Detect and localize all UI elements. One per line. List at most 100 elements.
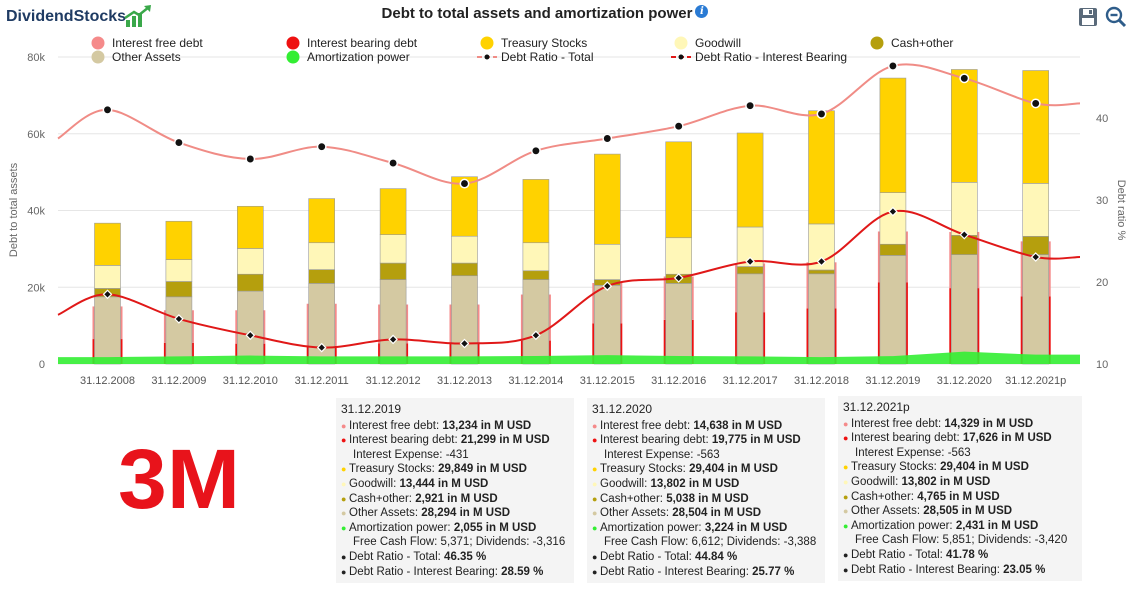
point-debt-ratio-total: [316, 141, 327, 152]
bar-cash-other: [736, 266, 764, 275]
tooltip-series-dot-icon: ●: [341, 522, 347, 533]
bar-treasury-stocks: [950, 69, 978, 183]
tooltip-row: ● Amortization power: 3,224 in M USD: [592, 521, 820, 536]
line-debt-ratio-interest-bearing: [57, 209, 1081, 349]
x-tick-label: 31.12.2012: [366, 375, 421, 387]
tooltip-series-dot-icon: ●: [592, 478, 598, 489]
x-tick-label: 31.12.2017: [723, 375, 778, 387]
tooltip-value: 4,765 in M USD: [917, 490, 1000, 503]
tooltip-label: Interest free debt:: [600, 419, 691, 432]
point-debt-ratio-interest-bearing: [531, 330, 541, 341]
bar-goodwill: [451, 235, 478, 264]
tooltip-series-dot-icon: ●: [843, 520, 849, 531]
tooltip-series-dot-icon: ●: [341, 478, 347, 489]
x-tick-label: 31.12.2021p: [1005, 375, 1066, 387]
legend-label: Interest bearing debt: [307, 36, 418, 50]
legend-label: Debt Ratio - Total: [501, 50, 594, 64]
bar-treasury-stocks: [237, 205, 264, 249]
legend-swatch: [91, 50, 105, 64]
tooltip-value: 28.59 %: [501, 565, 544, 578]
tooltip-series-dot-icon: ●: [341, 508, 347, 519]
bar-treasury-stocks: [593, 153, 621, 245]
point-debt-ratio-interest-bearing: [959, 229, 970, 240]
tooltip-series-dot-icon: ●: [341, 493, 347, 504]
x-tick-label: 31.12.2018: [794, 375, 849, 387]
brand-logo[interactable]: DividendStocks: [6, 5, 151, 27]
tooltip-subline: Free Cash Flow: 5,371; Dividends: -3,316: [353, 536, 566, 549]
x-tick-label: 31.12.2013: [437, 375, 492, 387]
bar-cash-other: [451, 262, 478, 277]
tooltip-value: 14,638 in M USD: [693, 419, 783, 432]
tooltip-label: Goodwill:: [851, 475, 899, 488]
tooltip-date: 31.12.2021p: [843, 400, 910, 414]
tooltip-row: ● Debt Ratio - Total: 41.78 %: [843, 548, 1077, 563]
zoom-out-icon[interactable]: [1105, 6, 1127, 28]
bar-treasury-stocks: [165, 220, 193, 260]
bar-other-assets: [165, 296, 193, 365]
y-tick-label: 40k: [27, 206, 45, 218]
tooltip-label: Interest bearing debt:: [600, 434, 709, 447]
bar-treasury-stocks: [308, 198, 336, 244]
tooltip-label: Debt Ratio - Total:: [349, 550, 441, 563]
legend-label: Other Assets: [112, 50, 181, 64]
tooltip-series-dot-icon: ●: [592, 420, 598, 431]
tooltip-label: Interest free debt:: [851, 417, 942, 430]
chart-title: Debt to total assets and amortization po…: [0, 5, 1090, 22]
tooltip-row: ● Amortization power: 2,431 in M USD: [843, 519, 1077, 534]
x-tick-label: 31.12.2016: [651, 375, 706, 387]
tooltip-series-dot-icon: ●: [592, 566, 598, 577]
tooltip-2019: 31.12.2019 ● Interest free debt: 13,234 in…: [336, 398, 574, 584]
company-logo-3m: 3M: [118, 448, 240, 510]
bar-other-assets: [808, 273, 835, 365]
legend-marker: [484, 54, 490, 60]
legend-swatch: [480, 36, 494, 50]
legend-label: Interest free debt: [112, 36, 203, 50]
tooltip-series-dot-icon: ●: [843, 433, 849, 444]
point-debt-ratio-interest-bearing: [388, 334, 398, 345]
tooltip-series-dot-icon: ●: [592, 464, 598, 475]
x-tick-label: 31.12.2008: [80, 375, 135, 387]
point-debt-ratio-total: [102, 104, 113, 115]
point-debt-ratio-interest-bearing: [174, 314, 184, 324]
tooltip-series-dot-icon: ●: [341, 566, 347, 577]
legend-swatch: [870, 36, 884, 50]
tooltip-row: ● Other Assets: 28,504 in M USD: [592, 506, 820, 521]
tooltip-label: Goodwill:: [600, 477, 648, 490]
tooltip-label: Amortization power:: [600, 521, 702, 534]
legend-label: Treasury Stocks: [501, 36, 587, 50]
tooltip-row: ● Cash+other: 5,038 in M USD: [592, 492, 820, 507]
bar-treasury-stocks: [808, 110, 835, 225]
tooltip-series-dot-icon: ●: [592, 522, 598, 533]
point-debt-ratio-total: [673, 121, 684, 132]
tooltip-label: Amortization power:: [349, 521, 451, 534]
chart-area: 0 20k 40k 60k 80k 10 20 30 40 Debt to total asset…: [8, 36, 1127, 387]
point-debt-ratio-interest-bearing: [602, 281, 613, 291]
tooltip-value: 2,055 in M USD: [453, 521, 537, 534]
tooltip-value: 23.05 %: [1003, 563, 1046, 576]
area-amortization-power: [58, 351, 1080, 364]
bar-treasury-stocks: [379, 188, 407, 235]
tooltip-label: Treasury Stocks:: [851, 461, 937, 474]
tooltip-row: ● Treasury Stocks: 29,849 in M USD: [341, 462, 569, 477]
point-debt-ratio-interest-bearing: [745, 256, 755, 267]
legend-label: Debt Ratio - Interest Bearing: [695, 50, 847, 64]
point-debt-ratio-total: [1030, 98, 1041, 109]
bar-other-assets: [379, 279, 407, 365]
save-icon[interactable]: [1077, 6, 1099, 28]
point-debt-ratio-interest-bearing: [245, 330, 256, 341]
point-debt-ratio-interest-bearing: [673, 273, 684, 283]
point-debt-ratio-total: [602, 133, 613, 144]
tooltip-2020: 31.12.2020 ● Interest free debt: 14,638 in…: [587, 398, 825, 584]
bar-goodwill: [522, 242, 550, 272]
tooltip-row: ● Treasury Stocks: 29,404 in M USD: [843, 460, 1077, 475]
tooltip-row: ● Goodwill: 13,802 in M USD: [843, 475, 1077, 490]
tooltip-series-dot-icon: ●: [843, 506, 849, 517]
tooltip-label: Debt Ratio - Interest Bearing:: [600, 565, 749, 578]
info-icon[interactable]: i: [695, 5, 709, 18]
tooltip-label: Other Assets:: [600, 507, 670, 520]
bar-cash-other: [379, 262, 407, 280]
tooltip-value: 2,921 in M USD: [415, 492, 498, 505]
point-debt-ratio-total: [816, 108, 827, 119]
tooltip-value: 14,329 in M USD: [944, 417, 1034, 430]
growth-arrow-icon: [124, 5, 151, 27]
